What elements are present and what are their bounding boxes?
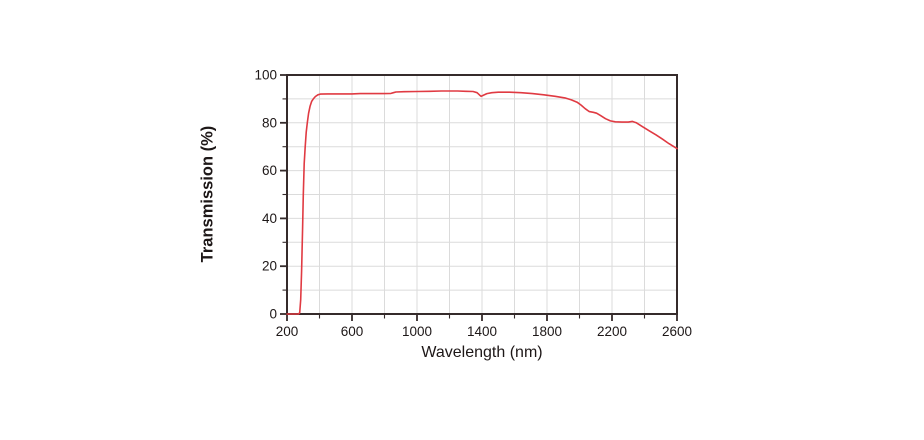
y-tick-label: 80 xyxy=(262,115,277,130)
transmission-plot: 200 600 1000 1400 1800 2200 2600 0 20 40 60 80 100 xyxy=(254,68,692,340)
y-tick-label: 100 xyxy=(254,68,277,83)
x-tick-label: 1400 xyxy=(467,324,497,339)
x-tick-label: 2200 xyxy=(597,324,627,339)
y-tick-label: 20 xyxy=(262,259,277,274)
y-tick-label: 60 xyxy=(262,163,277,178)
x-axis-title: Wavelength (nm) xyxy=(421,344,543,361)
x-tick-label: 200 xyxy=(276,324,299,339)
y-tick-label: 40 xyxy=(262,211,277,226)
x-tick-label: 1000 xyxy=(402,324,432,339)
transmission-curve xyxy=(286,90,678,315)
y-tick-label: 0 xyxy=(269,307,277,322)
x-tick-label: 600 xyxy=(341,324,364,339)
plot-frame xyxy=(286,74,678,315)
y-axis-title: Transmission (%) xyxy=(198,125,217,263)
x-tick-label: 1800 xyxy=(532,324,562,339)
x-tick-label: 2600 xyxy=(662,324,692,339)
